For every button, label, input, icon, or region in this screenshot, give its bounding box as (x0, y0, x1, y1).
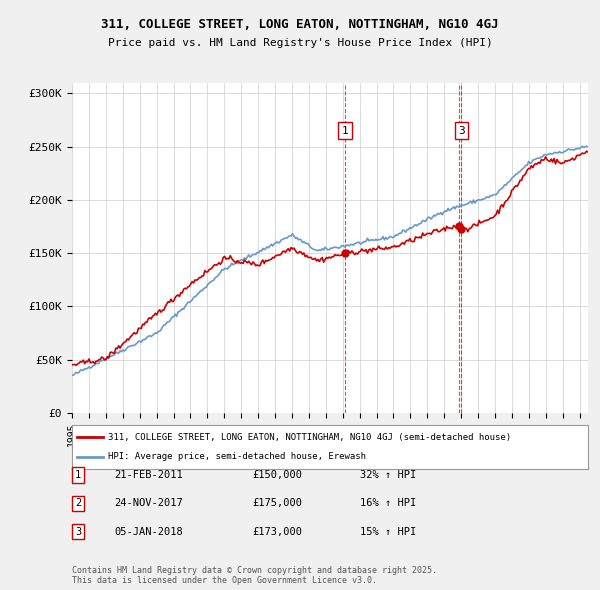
Text: 3: 3 (75, 527, 81, 536)
Text: 15% ↑ HPI: 15% ↑ HPI (360, 527, 416, 536)
Text: £173,000: £173,000 (252, 527, 302, 536)
Text: 311, COLLEGE STREET, LONG EATON, NOTTINGHAM, NG10 4GJ (semi-detached house): 311, COLLEGE STREET, LONG EATON, NOTTING… (108, 432, 511, 442)
Text: 32% ↑ HPI: 32% ↑ HPI (360, 470, 416, 480)
Text: 16% ↑ HPI: 16% ↑ HPI (360, 499, 416, 508)
Text: Price paid vs. HM Land Registry's House Price Index (HPI): Price paid vs. HM Land Registry's House … (107, 38, 493, 48)
Text: 21-FEB-2011: 21-FEB-2011 (114, 470, 183, 480)
Text: 05-JAN-2018: 05-JAN-2018 (114, 527, 183, 536)
Text: 3: 3 (458, 126, 465, 136)
Text: 2: 2 (75, 499, 81, 508)
Text: Contains HM Land Registry data © Crown copyright and database right 2025.
This d: Contains HM Land Registry data © Crown c… (72, 566, 437, 585)
Text: 311, COLLEGE STREET, LONG EATON, NOTTINGHAM, NG10 4GJ: 311, COLLEGE STREET, LONG EATON, NOTTING… (101, 18, 499, 31)
Text: £175,000: £175,000 (252, 499, 302, 508)
Text: £150,000: £150,000 (252, 470, 302, 480)
Text: HPI: Average price, semi-detached house, Erewash: HPI: Average price, semi-detached house,… (108, 452, 366, 461)
Text: 24-NOV-2017: 24-NOV-2017 (114, 499, 183, 508)
Text: 1: 1 (341, 126, 349, 136)
Text: 1: 1 (75, 470, 81, 480)
